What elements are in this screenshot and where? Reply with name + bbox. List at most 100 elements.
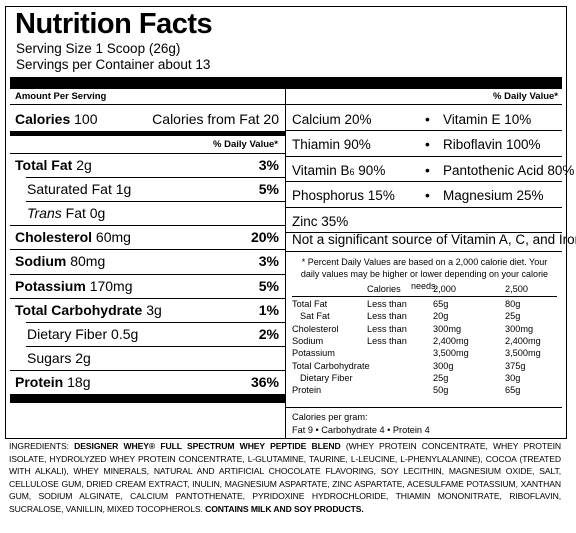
bullet-separator: • <box>425 111 430 127</box>
thick-divider <box>10 77 562 89</box>
panel-title: Nutrition Facts <box>15 8 213 40</box>
rule <box>286 232 562 233</box>
ingredients-blend: DESIGNER WHEY® FULL SPECTRUM WHEY PEPTID… <box>74 441 341 451</box>
vitamin-item: Phosphorus 15% <box>292 188 395 203</box>
nutrient-dv: 3% <box>258 157 279 173</box>
table-cell: Cholesterol <box>292 323 339 334</box>
servings-per-container: Servings per Container about 13 <box>16 57 211 72</box>
calories-fat-label: Calories from Fat <box>152 111 260 127</box>
nutrient-label: Potassium <box>15 277 86 294</box>
table-cell: Sat Fat <box>300 311 330 322</box>
calories-per-gram-values: Fat 9 • Carbohydrate 4 • Protein 4 <box>292 425 430 435</box>
nutrient-row: Sugars 2g <box>27 350 91 366</box>
nutrient-amount: 170mg <box>89 277 133 294</box>
rule <box>286 155 562 157</box>
table-cell: Dietary Fiber <box>300 372 353 383</box>
nutrient-amount: 18g <box>67 373 91 390</box>
table-cell: 375g <box>505 360 526 371</box>
rule <box>286 407 562 408</box>
rule <box>10 225 285 227</box>
bullet-separator: • <box>425 187 430 204</box>
nutrient-label: Sugars <box>27 349 72 366</box>
nutrient-row: Potassium 170mg <box>15 278 133 294</box>
table-cell: 300mg <box>505 323 534 334</box>
table-cell: 3,500mg <box>433 348 469 359</box>
nutrient-label: Dietary Fiber <box>27 325 108 342</box>
ingredients-lead: INGREDIENTS: <box>9 441 69 451</box>
calories-label: Calories <box>15 111 71 127</box>
table-cell: 3,500mg <box>505 348 541 359</box>
vitamin-item: Riboflavin 100% <box>443 137 541 153</box>
table-cell: Sodium <box>292 335 324 346</box>
nutrient-dv: 5% <box>258 181 279 198</box>
vitamin-item: Vitamin B6 90% <box>292 163 385 178</box>
vitamin-item: Zinc 35% <box>292 214 348 229</box>
table-cell: 300mg <box>433 323 462 334</box>
rule <box>286 206 562 208</box>
vitamin-item: Magnesium 25% <box>443 188 544 204</box>
nutrient-row: Total Fat 2g <box>15 157 92 173</box>
vitamin-item: Thiamin 90% <box>292 137 371 152</box>
table-cell: 65g <box>505 385 521 396</box>
nutrient-amount: 2g <box>76 157 92 173</box>
ingredients: INGREDIENTS: DESIGNER WHEY® FULL SPECTRU… <box>9 440 561 516</box>
table-cell: Less than <box>367 299 407 309</box>
nutrient-amount: 3g <box>146 301 162 318</box>
bullet-separator: • <box>425 161 430 178</box>
rule <box>26 345 285 347</box>
vitamin-name: Thiamin 90% <box>292 137 371 153</box>
bullet-separator: • <box>425 136 430 153</box>
table-cell: Protein <box>292 385 322 396</box>
table-cell: 2,400mg <box>505 335 541 346</box>
vitamin-item: Calcium 20% <box>292 112 372 127</box>
table-cell: 50g <box>433 385 449 396</box>
nutrient-label: Cholesterol <box>15 229 93 246</box>
nutrient-row: Sodium 80mg <box>15 253 105 269</box>
nutrient-row: Saturated Fat 1g <box>27 181 131 197</box>
nutrient-row: Trans Fat 0g <box>27 205 105 221</box>
nutrient-row: Total Carbohydrate 3g <box>15 302 162 318</box>
calories-per-gram: Calories per gram: <box>292 412 368 422</box>
calories-fat-value: 20 <box>263 111 279 127</box>
calories-fat-row: Calories from Fat 20 <box>152 111 279 127</box>
table-cell: Total Carbohydrate <box>292 360 370 371</box>
nutrient-dv: 2% <box>258 325 279 342</box>
nutrient-dv: 3% <box>258 253 279 270</box>
rule <box>286 181 562 183</box>
ingredients-contains: CONTAINS MILK AND SOY PRODUCTS. <box>205 503 364 514</box>
rule <box>292 296 557 297</box>
ingredients-body: (WHEY PROTEIN CONCENTRATE, WHEY PROTEIN … <box>9 441 561 514</box>
nutrition-facts-panel: Nutrition Facts Serving Size 1 Scoop (26… <box>5 6 576 439</box>
table-cell: Less than <box>367 311 407 322</box>
bottom-divider <box>10 394 285 403</box>
rule <box>10 297 285 299</box>
nutrient-amount: 2g <box>75 349 91 366</box>
nutrient-amount: 60mg <box>95 229 131 246</box>
vitamin-name: Vitamin B <box>292 162 350 178</box>
column-divider <box>285 89 286 439</box>
nutrient-dv: 1% <box>258 301 279 318</box>
nutrient-label: Sodium <box>15 253 67 270</box>
nutrient-label: Trans <box>27 205 62 222</box>
dv-header-left: % Daily Value* <box>213 139 278 150</box>
nutrient-label: Saturated Fat <box>27 181 112 198</box>
nutrient-dv: 20% <box>250 229 279 246</box>
table-cell: Less than <box>367 323 407 334</box>
nutrient-label-rest: Fat <box>65 205 86 222</box>
nutrient-label: Protein <box>15 373 64 390</box>
nutrient-amount: 80mg <box>70 253 106 270</box>
amount-per-serving: Amount Per Serving <box>15 91 107 102</box>
rule <box>26 177 285 179</box>
footnote: * Percent Daily Values are based on a 2,… <box>300 257 549 291</box>
rule <box>26 321 285 323</box>
nutrient-amount: 0.5g <box>111 325 139 342</box>
nutrient-label: Total Carbohydrate <box>15 301 143 318</box>
table-cell: 300g <box>433 360 454 371</box>
nutrient-row: Protein 18g <box>15 374 90 390</box>
rule <box>10 273 285 275</box>
table-header-cell: 2,500 <box>505 284 528 294</box>
vitamin-name: Calcium 20% <box>292 112 372 127</box>
table-cell: 65g <box>433 299 449 309</box>
vitamin-item: Pantothenic Acid 80% <box>443 162 575 178</box>
calories-row: Calories 100 <box>15 111 98 127</box>
